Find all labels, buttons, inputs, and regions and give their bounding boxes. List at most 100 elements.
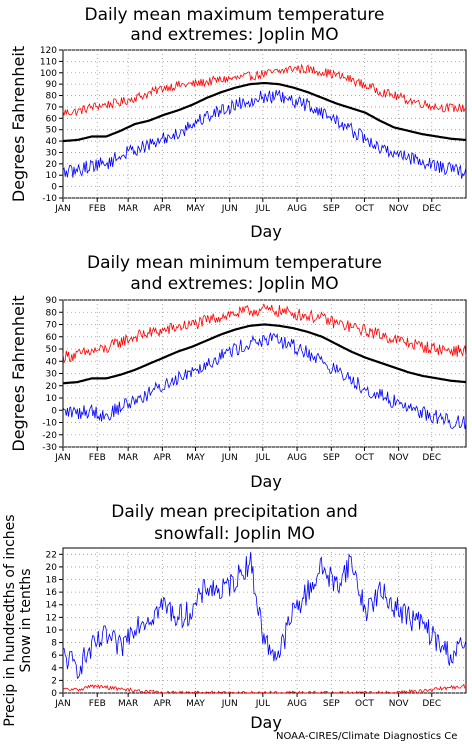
series-line xyxy=(62,303,467,364)
y-axis-label: Degrees Fahrenheit xyxy=(9,46,28,202)
series-line xyxy=(62,89,467,179)
y-tick-label: 30 xyxy=(46,370,58,380)
series-line xyxy=(62,551,467,680)
x-tick-label: JUN xyxy=(221,453,238,463)
x-tick-label: MAY xyxy=(186,204,205,214)
plot-frame xyxy=(62,547,467,694)
x-axis-label: Day xyxy=(250,713,282,732)
series-line xyxy=(62,63,467,116)
x-axis-label: Day xyxy=(250,222,282,241)
y-tick-label: -30 xyxy=(42,443,57,453)
x-tick-label: APR xyxy=(153,453,171,463)
y-axis-label: Snow in tenths xyxy=(18,568,34,672)
y-axis-label: Degrees Fahrenheit xyxy=(9,295,28,451)
x-tick-label: JUL xyxy=(255,699,270,709)
x-tick-label: DEC xyxy=(422,204,441,214)
plot-frame xyxy=(62,49,467,199)
y-tick-label: 60 xyxy=(46,114,58,124)
x-tick-label: NOV xyxy=(389,453,410,463)
y-tick-label: 6 xyxy=(51,651,57,661)
x-tick-label: APR xyxy=(153,699,171,709)
x-tick-label: SEP xyxy=(323,699,340,709)
x-tick-label: MAY xyxy=(186,453,205,463)
x-tick-label: AUG xyxy=(287,453,307,463)
y-tick-label: 10 xyxy=(46,394,58,404)
y-tick-label: 90 xyxy=(46,80,58,90)
x-tick-label: DEC xyxy=(422,699,441,709)
x-tick-label: SEP xyxy=(323,453,340,463)
x-tick-label: DEC xyxy=(422,453,441,463)
series-line xyxy=(62,81,466,143)
series-line xyxy=(62,683,467,695)
y-tick-label: 30 xyxy=(46,148,58,158)
x-tick-label: NOV xyxy=(389,699,410,709)
y-tick-label: 4 xyxy=(51,664,57,674)
y-tick-label: 0 xyxy=(51,406,57,416)
y-tick-label: 10 xyxy=(46,171,58,181)
y-tick-label: 110 xyxy=(40,57,57,67)
x-tick-label: JUL xyxy=(255,204,270,214)
x-tick-label: JUN xyxy=(221,204,238,214)
y-tick-label: -10 xyxy=(42,419,57,429)
y-tick-label: 120 xyxy=(40,46,57,56)
y-tick-label: 20 xyxy=(46,382,58,392)
y-tick-label: 14 xyxy=(46,601,58,611)
chart-title: snowfall: Joplin MO xyxy=(154,524,315,544)
x-tick-label: MAY xyxy=(186,699,205,709)
x-tick-label: JAN xyxy=(54,204,70,214)
y-tick-label: -20 xyxy=(42,431,57,441)
series-line xyxy=(62,331,467,430)
y-axis-label: Precip in hundredths of inches xyxy=(2,514,18,726)
y-tick-label: 50 xyxy=(46,345,58,355)
x-tick-label: OCT xyxy=(355,204,374,214)
chart-title: Daily mean minimum temperature xyxy=(87,253,382,273)
chart-title: and extremes: Joplin MO xyxy=(130,25,338,45)
y-tick-label: 2 xyxy=(51,676,57,686)
y-tick-label: 0 xyxy=(51,183,57,193)
y-tick-label: 20 xyxy=(46,160,58,170)
x-tick-label: JUN xyxy=(221,699,238,709)
y-tick-label: 50 xyxy=(46,126,58,136)
credit-text: NOAA-CIRES/Climate Diagnostics Ce xyxy=(276,731,458,742)
x-tick-label: MAR xyxy=(118,699,138,709)
y-tick-label: 70 xyxy=(46,321,58,331)
y-tick-label: 90 xyxy=(46,296,58,306)
x-axis-label: Day xyxy=(250,472,282,491)
x-tick-label: APR xyxy=(153,204,171,214)
x-tick-label: FEB xyxy=(89,204,106,214)
chart-title: Daily mean precipitation and xyxy=(111,502,358,522)
y-tick-label: -10 xyxy=(42,194,57,204)
y-tick-label: 0 xyxy=(51,689,57,699)
x-tick-label: OCT xyxy=(355,453,374,463)
y-tick-label: 10 xyxy=(46,626,58,636)
y-tick-label: 18 xyxy=(46,576,58,586)
x-tick-label: FEB xyxy=(89,453,106,463)
y-tick-label: 80 xyxy=(46,308,58,318)
x-tick-label: JAN xyxy=(54,453,70,463)
x-tick-label: AUG xyxy=(287,699,307,709)
y-tick-label: 20 xyxy=(46,563,58,573)
y-tick-label: 100 xyxy=(40,69,57,79)
x-tick-label: JUL xyxy=(255,453,270,463)
y-tick-label: 22 xyxy=(46,550,57,560)
chart-title: Daily mean maximum temperature xyxy=(85,5,385,25)
y-tick-label: 40 xyxy=(46,137,58,147)
x-tick-label: OCT xyxy=(355,699,374,709)
x-tick-label: MAR xyxy=(118,453,138,463)
chart-title: and extremes: Joplin MO xyxy=(130,274,338,294)
series-line xyxy=(62,323,467,385)
x-tick-label: NOV xyxy=(389,204,410,214)
x-tick-label: AUG xyxy=(287,204,307,214)
y-tick-label: 16 xyxy=(46,588,58,598)
x-tick-label: FEB xyxy=(89,699,106,709)
x-tick-label: MAR xyxy=(118,204,138,214)
x-tick-label: JAN xyxy=(54,699,70,709)
x-tick-label: SEP xyxy=(323,204,340,214)
y-tick-label: 60 xyxy=(46,333,58,343)
y-tick-label: 8 xyxy=(51,639,57,649)
y-tick-label: 80 xyxy=(46,92,58,102)
y-tick-label: 70 xyxy=(46,103,58,113)
